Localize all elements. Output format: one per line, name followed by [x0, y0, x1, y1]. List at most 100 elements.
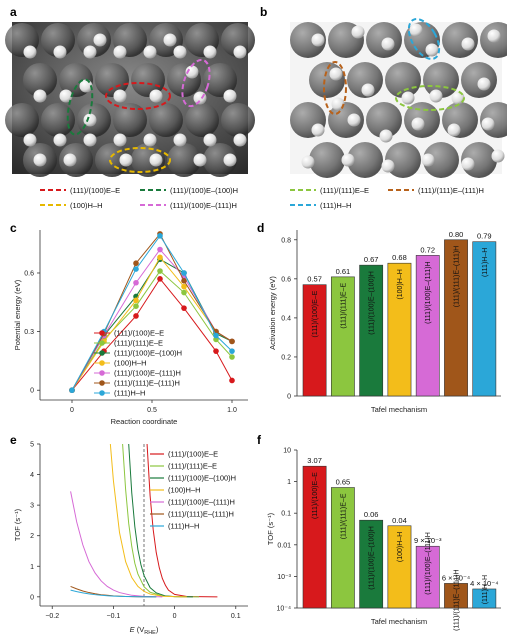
panel-b-svg: b (111)/(111)E–E (111)/(111)E–(111)H (11…	[260, 5, 507, 210]
h-atom	[311, 33, 325, 47]
x-tick-label: −0.2	[45, 613, 59, 620]
panel-f: f 10 1 0.1 0.01 10⁻³ 10⁻⁴ Tafel mechanism TOF (…	[255, 430, 507, 641]
y-tick-label: 10⁻³	[277, 574, 291, 581]
series-line	[70, 589, 157, 598]
panel-b: b (111)/(111)E–E (111)/(111)E–(111)H (11…	[258, 0, 507, 215]
bar	[359, 519, 384, 609]
panel-c: c 0 0.3 0.6 0 0.5 1.0 Reaction coordinate Poten…	[0, 218, 255, 428]
h-atom	[409, 23, 423, 37]
site-ellipse-lightgreen	[395, 85, 465, 111]
site-ellipse-green	[66, 78, 94, 136]
series-line	[70, 585, 157, 598]
pt-atom	[221, 23, 255, 57]
data-point	[181, 305, 187, 311]
h-atom	[347, 113, 361, 127]
data-point	[157, 246, 163, 253]
y-tick-label: 10⁻⁴	[277, 606, 292, 613]
panel-letter-d: d	[257, 221, 264, 235]
data-point	[229, 338, 235, 345]
legend-b-label: (111)/(111)E–E	[320, 186, 369, 195]
chart-d: d 0 0.2 0.4 0.6 0.8 Tafel mechanism Activation…	[257, 221, 501, 414]
legend-a-label: (111)/(100)E–E	[70, 186, 120, 195]
legend-c-marker	[99, 350, 105, 356]
data-point	[213, 336, 219, 343]
legend-c-label: (111)/(100)E–E	[114, 329, 164, 338]
pt-atom	[290, 22, 326, 58]
panel-a-svg: a (111)/(100)E–E (111)/(100)E–(100)H (10…	[5, 5, 255, 210]
bar-category-label: (100)H–H	[397, 532, 404, 562]
bar-value-label: 0.79	[477, 232, 492, 241]
pt-atom	[95, 63, 129, 97]
legend-c-label: (100)H–H	[114, 359, 147, 368]
series-line	[71, 234, 233, 391]
y-tick-label: 10	[283, 448, 291, 455]
h-atom	[33, 153, 47, 167]
y-axis-label: TOF (s⁻¹)	[266, 512, 275, 545]
pt-atom	[423, 62, 459, 98]
bar-category-label: (111)/(100)E–(111)H	[425, 261, 432, 324]
h-atom	[113, 45, 127, 59]
panel-letter-f: f	[257, 433, 262, 447]
legend-a-label: (100)H–H	[70, 201, 103, 210]
h-atom	[23, 45, 37, 59]
h-atom	[223, 89, 237, 103]
h-atom	[149, 153, 163, 167]
bar-value-label: 0.80	[449, 230, 464, 239]
h-atom	[63, 153, 77, 167]
panel-letter-a: a	[10, 5, 17, 19]
bar-category-label: (111)/(100)E–(100)H	[369, 271, 376, 335]
h-atom	[461, 157, 475, 171]
site-ellipse-brown	[323, 61, 347, 115]
y-tick-label: 0.8	[281, 237, 291, 244]
y-tick-label: 0	[30, 388, 34, 395]
h-atom	[481, 117, 495, 131]
panel-letter-b: b	[260, 5, 267, 19]
pt-atom	[385, 62, 421, 98]
panel-d: d 0 0.2 0.4 0.6 0.8 Tafel mechanism Activation…	[255, 218, 507, 428]
h-atom	[381, 159, 395, 173]
bar-value-label: 0.67	[364, 255, 379, 264]
h-atom	[223, 153, 237, 167]
bar	[302, 465, 327, 609]
h-atom	[163, 33, 177, 47]
x-tick-label: 0	[70, 407, 74, 414]
h-atom	[411, 117, 425, 131]
pt-atom	[423, 142, 459, 178]
y-tick-label: 0.2	[281, 354, 291, 361]
h-atom	[193, 153, 207, 167]
h-atom	[119, 153, 133, 167]
y-tick-label: 0	[287, 394, 291, 401]
h-atom	[233, 45, 247, 59]
bar-category-label: (111)/(111)E–(111)H	[454, 246, 461, 307]
legend-c-marker	[99, 360, 105, 366]
bar-category-label: (111)/(111)E–E	[340, 493, 347, 539]
data-point	[181, 278, 187, 284]
series-line	[109, 443, 187, 598]
bar-value-label: 0.06	[364, 510, 379, 519]
bar	[415, 255, 440, 397]
h-atom	[33, 89, 47, 103]
bar-category-label: (111)/(100)E–E	[312, 290, 319, 337]
h-atom	[203, 45, 217, 59]
bar-value-label: 0.65	[336, 478, 351, 487]
x-tick-label: 1.0	[227, 407, 237, 414]
bar-value-label: 0.72	[420, 245, 435, 254]
bar	[444, 239, 468, 397]
h-atom	[425, 43, 439, 57]
x-tick-label: −0.1	[106, 613, 120, 620]
data-point	[213, 348, 219, 354]
data-point	[133, 313, 139, 319]
bar	[472, 241, 497, 397]
panel-e: e 0 1 2 3 4 5 −0.2 −0.1 0 0.1 E (VRHE) TOF (s⁻¹) (11…	[0, 430, 255, 641]
legend-b-label: (111)H–H	[320, 201, 351, 210]
y-tick-label: 1	[287, 479, 291, 486]
data-point	[181, 270, 187, 276]
bar-value-label: 3.07	[307, 456, 322, 465]
site-ellipse-blue	[407, 18, 441, 60]
bar-category-label: (111)/(100)E–(111)H	[425, 532, 432, 595]
x-axis-label: Reaction coordinate	[111, 417, 178, 426]
legend-c-marker	[99, 340, 105, 346]
h-atom	[233, 133, 247, 147]
series-line	[70, 491, 163, 598]
h-atom	[83, 45, 97, 59]
